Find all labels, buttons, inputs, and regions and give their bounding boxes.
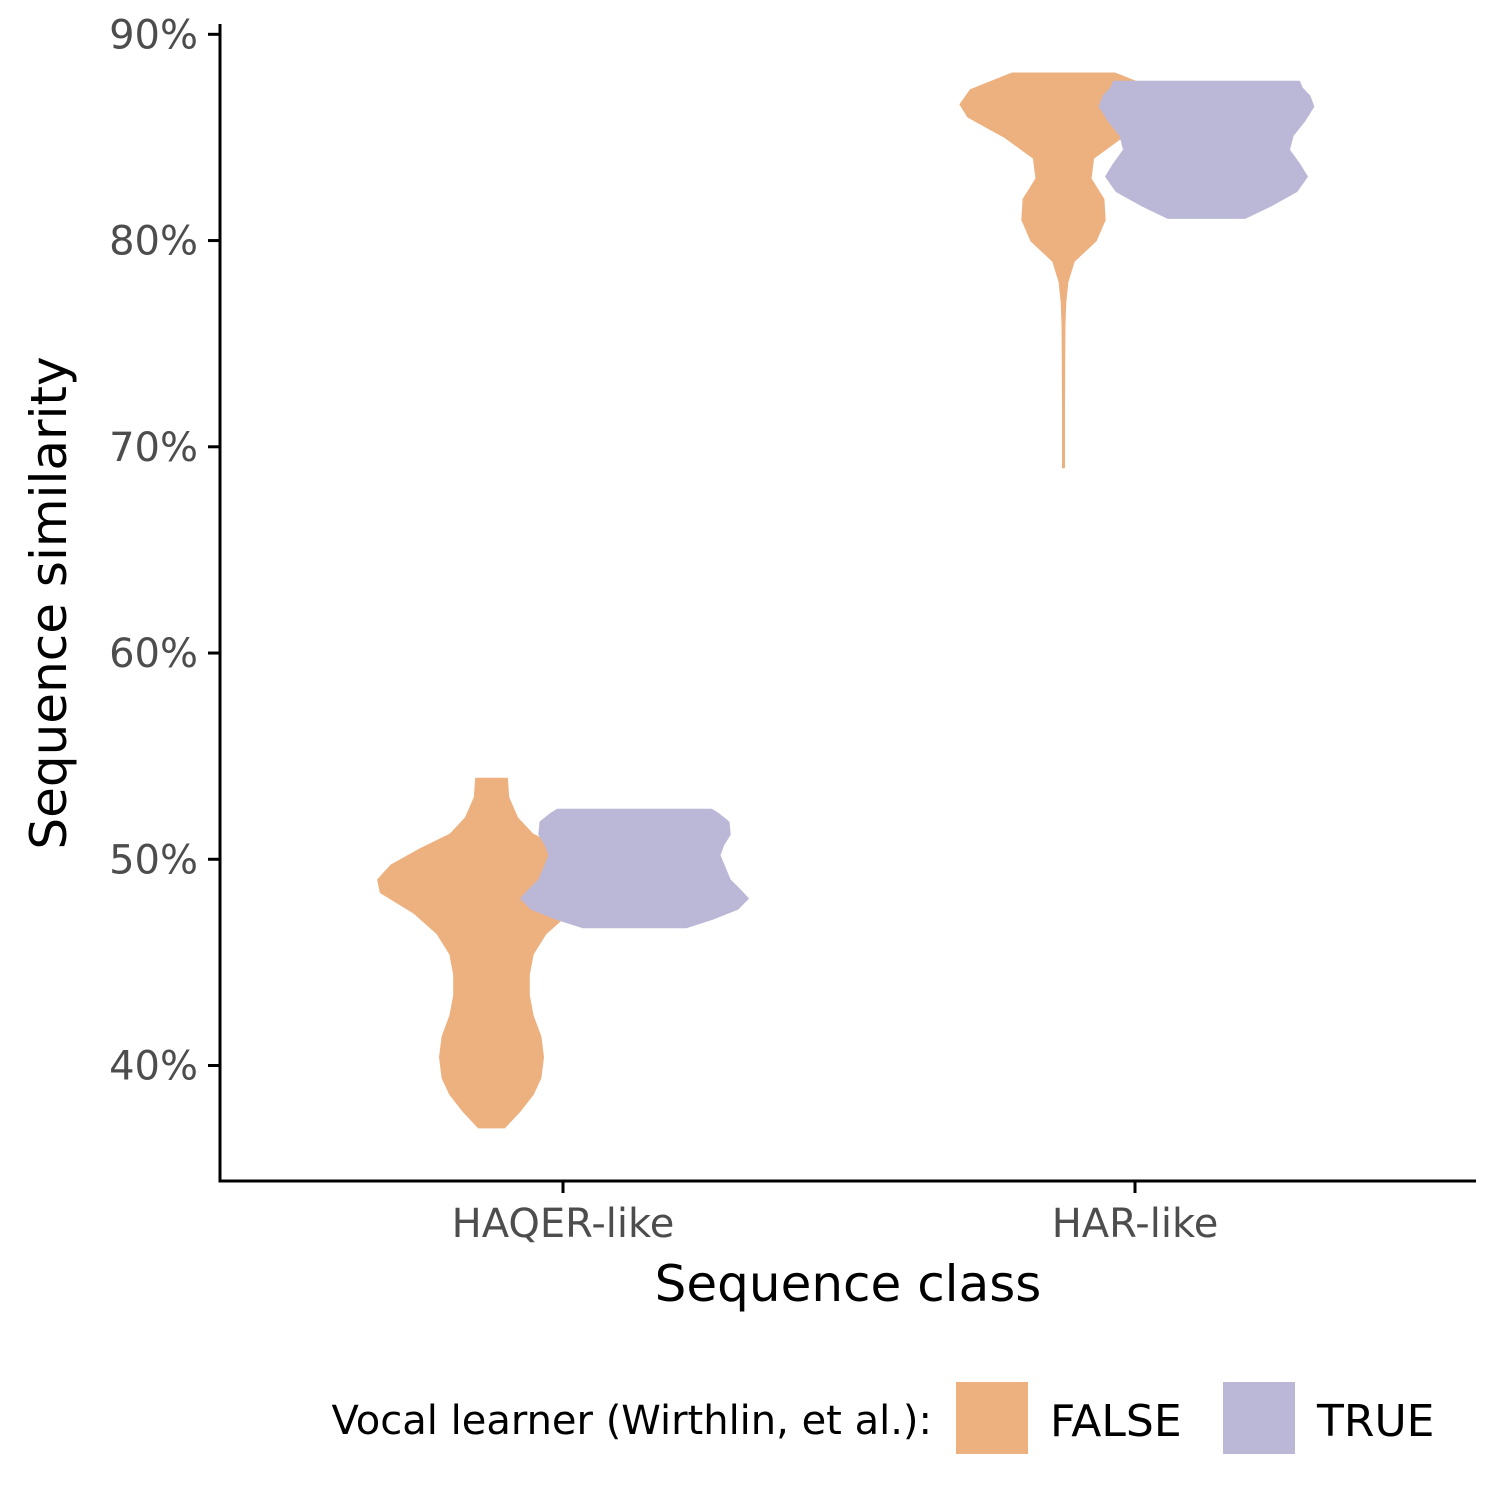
legend-label-false: FALSE xyxy=(1050,1396,1182,1447)
x-axis-title: Sequence class xyxy=(655,1255,1042,1313)
violins-layer xyxy=(377,72,1315,1129)
legend-swatch-false xyxy=(956,1382,1028,1454)
violin-true-haqer-like xyxy=(520,808,749,929)
axes-layer xyxy=(218,24,1476,1183)
y-tick-label: 40% xyxy=(109,1044,198,1090)
legend-title: Vocal learner (Wirthlin, et al.): xyxy=(332,1398,932,1444)
y-tick-label: 50% xyxy=(109,837,198,883)
legend-label-true: TRUE xyxy=(1316,1396,1434,1447)
x-tick-label: HAR-like xyxy=(1052,1201,1219,1247)
legend-swatch-true xyxy=(1223,1382,1295,1454)
y-ticks: 40% 50% 60% 70% 80% 90% xyxy=(109,12,220,1090)
y-tick-label: 70% xyxy=(109,425,198,471)
y-tick-label: 80% xyxy=(109,219,198,265)
y-axis-title: Sequence similarity xyxy=(20,356,78,849)
x-ticks: HAQER-like HAR-like xyxy=(452,1181,1219,1247)
legend: Vocal learner (Wirthlin, et al.): FALSE … xyxy=(332,1382,1434,1454)
x-tick-label: HAQER-like xyxy=(452,1201,675,1247)
y-tick-label: 90% xyxy=(109,12,198,58)
y-tick-label: 60% xyxy=(109,631,198,677)
violin-true-har-like xyxy=(1098,80,1315,219)
violin-false-har-like xyxy=(959,72,1168,469)
